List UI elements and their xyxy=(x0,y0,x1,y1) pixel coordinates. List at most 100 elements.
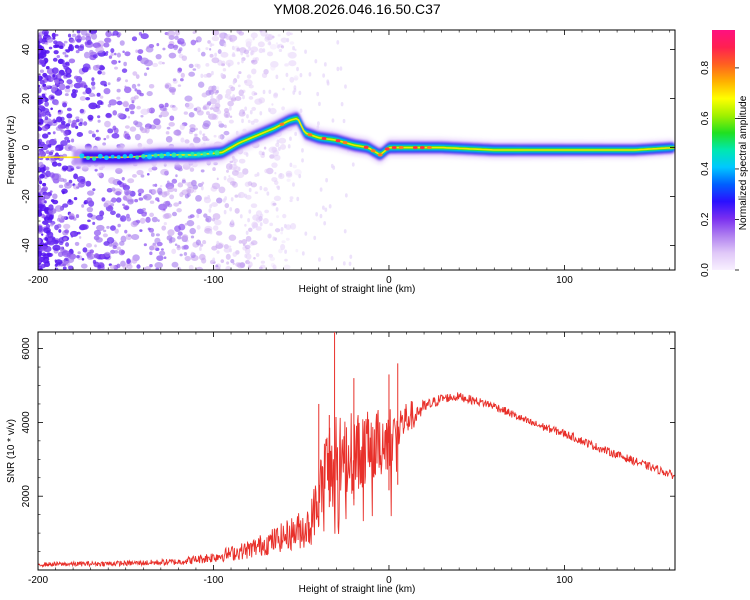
noise-blob xyxy=(186,220,195,227)
noise-blob xyxy=(263,146,267,150)
noise-blob xyxy=(301,158,304,163)
noise-blob xyxy=(211,218,216,222)
noise-blob xyxy=(209,42,213,47)
ridge-bead xyxy=(184,153,189,158)
noise-blob xyxy=(122,203,125,207)
noise-blob xyxy=(73,184,80,190)
noise-blob xyxy=(219,38,225,42)
noise-blob xyxy=(155,197,160,201)
noise-blob xyxy=(162,61,165,65)
noise-blob xyxy=(280,231,284,235)
noise-blob xyxy=(281,106,285,111)
noise-blob xyxy=(79,118,84,123)
noise-blob xyxy=(177,182,184,188)
noise-blob xyxy=(237,61,240,65)
noise-blob xyxy=(56,73,62,80)
noise-blob xyxy=(97,172,102,177)
noise-blob xyxy=(76,30,81,34)
noise-blob xyxy=(225,35,230,41)
noise-blob xyxy=(51,67,59,74)
noise-blob xyxy=(261,72,268,78)
noise-blob xyxy=(206,111,210,116)
noise-blob xyxy=(126,258,131,264)
noise-blob xyxy=(146,172,150,176)
noise-blob xyxy=(244,253,248,259)
ridge-bead xyxy=(190,151,195,156)
noise-blob xyxy=(136,169,144,176)
noise-blob xyxy=(207,113,217,120)
noise-blob xyxy=(278,137,287,144)
noise-blob xyxy=(71,33,77,38)
noise-blob xyxy=(102,233,108,238)
noise-blob xyxy=(42,220,49,225)
noise-blob xyxy=(255,216,262,223)
noise-blob xyxy=(97,100,103,106)
noise-blob xyxy=(232,156,236,162)
noise-blob xyxy=(275,207,279,212)
noise-blob xyxy=(196,213,200,219)
noise-blob xyxy=(288,60,297,67)
noise-blob xyxy=(111,59,118,65)
noise-blob xyxy=(97,264,102,269)
noise-blob xyxy=(183,251,188,256)
noise-blob xyxy=(62,102,67,108)
noise-blob xyxy=(250,182,258,188)
noise-blob xyxy=(301,251,305,256)
noise-blob xyxy=(70,253,76,258)
noise-blob xyxy=(283,223,287,229)
noise-blob xyxy=(77,251,81,255)
noise-blob xyxy=(239,214,243,219)
noise-blob xyxy=(48,46,53,50)
noise-blob xyxy=(119,40,125,46)
noise-blob xyxy=(54,100,59,106)
noise-blob xyxy=(73,75,79,80)
noise-blob xyxy=(211,202,218,207)
noise-blob xyxy=(61,250,71,257)
colorbar: 0.0 0.2 0.4 0.6 0.8 Normalized spectral ampl… xyxy=(700,30,749,277)
noise-blob xyxy=(108,188,111,191)
noise-blob xyxy=(179,253,183,257)
noise-blob xyxy=(61,165,69,171)
noise-blob xyxy=(106,237,115,244)
noise-blob xyxy=(171,178,178,184)
noise-blob xyxy=(244,181,251,187)
noise-blob xyxy=(255,253,260,258)
noise-blob xyxy=(81,204,85,208)
noise-blob xyxy=(196,110,204,116)
noise-blob xyxy=(174,35,179,40)
noise-blob xyxy=(229,160,233,164)
noise-blob xyxy=(108,177,116,184)
noise-blob xyxy=(247,265,252,268)
noise-blob xyxy=(82,63,91,70)
noise-blob xyxy=(234,207,240,214)
noise-blob xyxy=(126,190,133,195)
noise-blob xyxy=(214,219,222,226)
noise-blob xyxy=(91,77,95,82)
noise-blob xyxy=(262,48,266,53)
noise-blob xyxy=(40,245,48,252)
noise-blob xyxy=(101,197,106,202)
noise-blob xyxy=(271,162,278,168)
noise-blob xyxy=(124,51,131,57)
noise-blob xyxy=(82,68,87,73)
noise-blob xyxy=(54,79,60,84)
noise-blob xyxy=(161,191,168,198)
noise-blob xyxy=(93,94,96,97)
noise-blob xyxy=(77,45,85,52)
noise-blob xyxy=(63,223,71,229)
noise-blob xyxy=(62,266,67,270)
snr-xtick-label: 100 xyxy=(556,575,573,586)
ridge-bead xyxy=(122,154,128,159)
noise-blob xyxy=(73,196,78,201)
noise-blob xyxy=(304,231,308,236)
spectrogram-xtick-label: -200 xyxy=(28,275,48,286)
noise-blob xyxy=(58,41,63,46)
noise-blob xyxy=(38,225,43,233)
noise-blob xyxy=(232,94,236,99)
noise-blob xyxy=(245,152,249,157)
noise-blob xyxy=(181,234,189,241)
noise-blob xyxy=(143,243,147,247)
noise-blob xyxy=(236,171,245,179)
noise-blob xyxy=(224,93,228,99)
noise-blob xyxy=(100,254,105,259)
